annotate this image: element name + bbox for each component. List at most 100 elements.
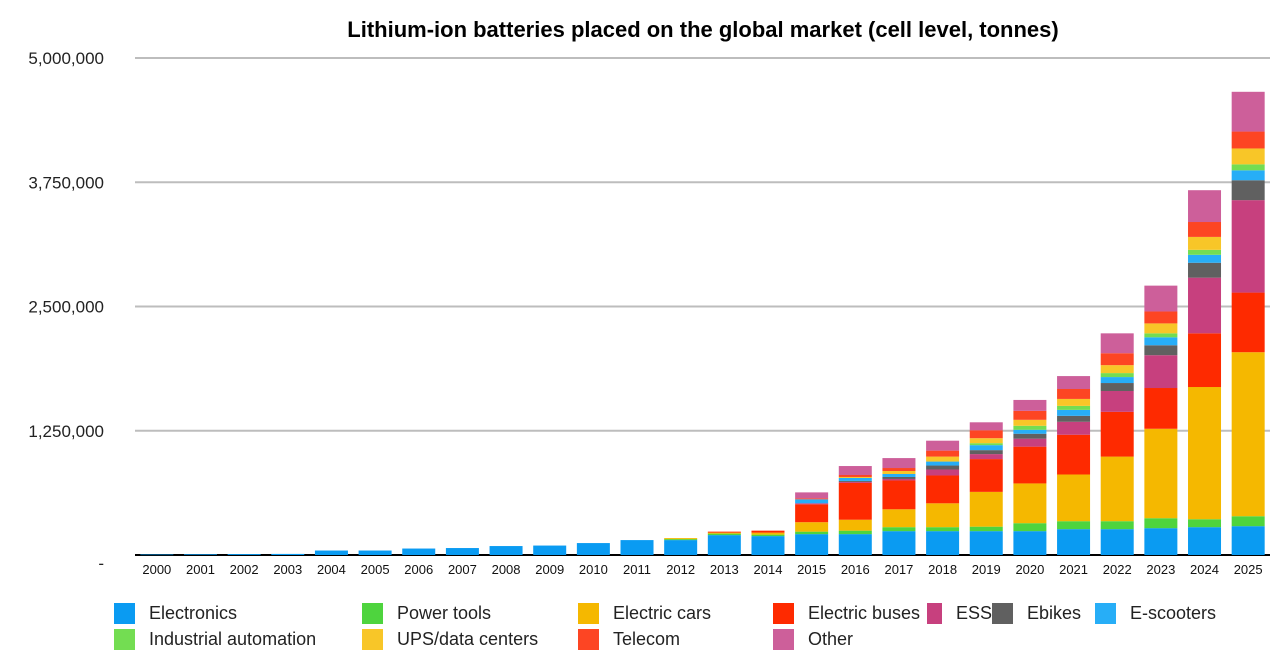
bar-segment bbox=[576, 543, 610, 555]
legend: Electronics Power tools Electric cars Elect… bbox=[114, 600, 1274, 652]
bar-segment bbox=[1188, 190, 1222, 223]
legend-label: Ebikes bbox=[1027, 602, 1082, 623]
legend-swatch bbox=[927, 602, 942, 624]
bar-segment bbox=[751, 534, 785, 537]
bar-segment bbox=[838, 534, 872, 555]
bar-segment bbox=[1057, 415, 1091, 422]
y-axis-ticks: - 1,250,000 2,500,000 3,750,000 5,000,000 bbox=[28, 49, 104, 573]
bar-segment bbox=[838, 474, 872, 477]
legend-label: ESS bbox=[955, 602, 992, 623]
bar-segment bbox=[271, 553, 305, 555]
bar-segment bbox=[707, 532, 741, 534]
bar-segment bbox=[140, 554, 174, 556]
legend-item: Telecom bbox=[578, 628, 773, 650]
bar-segment bbox=[882, 527, 916, 532]
bar-segment bbox=[1231, 164, 1265, 171]
bar-segment bbox=[1144, 388, 1178, 429]
bar-segment bbox=[1144, 311, 1178, 324]
bar-segment bbox=[1144, 528, 1178, 555]
x-tick-label: 2014 bbox=[754, 562, 783, 577]
bar-segment bbox=[795, 534, 829, 555]
bar-segment bbox=[882, 531, 916, 555]
legend-swatch bbox=[578, 602, 599, 624]
bar-segment bbox=[1188, 236, 1222, 250]
bar-segment bbox=[969, 438, 1003, 444]
bar-segment bbox=[882, 478, 916, 481]
bar-segment bbox=[1100, 365, 1134, 374]
y-tick-label: 1,250,000 bbox=[28, 422, 104, 441]
bar-segment bbox=[1231, 91, 1265, 132]
bar-segment bbox=[1188, 387, 1222, 520]
legend-item: Industrial automation bbox=[114, 628, 362, 650]
bar-segment bbox=[1231, 148, 1265, 165]
legend-swatch bbox=[362, 602, 383, 624]
bar-segment bbox=[838, 480, 872, 482]
bar-segment bbox=[1057, 376, 1091, 389]
bar-segment bbox=[795, 504, 829, 523]
bar-segment bbox=[1144, 323, 1178, 334]
bar-segment bbox=[1057, 389, 1091, 399]
legend-item: UPS/data centers bbox=[362, 628, 578, 650]
bar-segment bbox=[1188, 519, 1222, 528]
bar-segment bbox=[1100, 529, 1134, 555]
bar-segment bbox=[838, 476, 872, 478]
legend-swatch bbox=[362, 628, 383, 650]
bar-segment bbox=[926, 465, 960, 470]
bar-segment bbox=[1100, 353, 1134, 366]
bar-segment bbox=[882, 476, 916, 479]
x-tick-label: 2000 bbox=[142, 562, 171, 577]
legend-label: Industrial automation bbox=[149, 628, 317, 649]
bar-segment bbox=[1100, 390, 1134, 412]
legend-swatch bbox=[773, 602, 794, 624]
bar-segment bbox=[707, 533, 741, 536]
bar-segment bbox=[969, 526, 1003, 532]
x-tick-label: 2002 bbox=[230, 562, 259, 577]
legend-item: Power tools bbox=[362, 602, 578, 624]
legend-label: Electric buses bbox=[808, 602, 921, 623]
bar-segment bbox=[1188, 333, 1222, 388]
x-tick-label: 2012 bbox=[666, 562, 695, 577]
x-tick-label: 2025 bbox=[1234, 562, 1263, 577]
x-tick-label: 2024 bbox=[1190, 562, 1219, 577]
bar-segment bbox=[1100, 373, 1134, 378]
bar-segment bbox=[707, 531, 741, 533]
bar-segment bbox=[1231, 170, 1265, 181]
bar-segment bbox=[1144, 518, 1178, 529]
bar-segment bbox=[402, 548, 436, 555]
bar-segment bbox=[1013, 429, 1047, 434]
legend-swatch bbox=[114, 602, 135, 624]
x-tick-label: 2015 bbox=[797, 562, 826, 577]
gridlines bbox=[135, 57, 1270, 556]
legend-label: Electronics bbox=[149, 602, 238, 623]
bar-segment bbox=[1013, 419, 1047, 426]
bar-segment bbox=[1188, 527, 1222, 555]
bar-segment bbox=[1231, 526, 1265, 555]
bar-segment bbox=[1144, 285, 1178, 312]
bar-segment bbox=[1100, 383, 1134, 391]
bar-segment bbox=[838, 466, 872, 475]
bar-segment bbox=[926, 450, 960, 457]
legend-row: Electronics Power tools Electric cars Elect… bbox=[114, 600, 1274, 626]
y-tick-label: 3,750,000 bbox=[28, 173, 104, 192]
bar-segment bbox=[1231, 200, 1265, 293]
x-tick-label: 2009 bbox=[535, 562, 564, 577]
legend-item: Electric cars bbox=[578, 602, 773, 624]
bar-segment bbox=[1231, 131, 1265, 149]
legend-swatch bbox=[114, 628, 135, 650]
x-tick-label: 2004 bbox=[317, 562, 346, 577]
bar-segment bbox=[795, 492, 829, 499]
bar-segment bbox=[969, 459, 1003, 492]
bar-segment bbox=[882, 468, 916, 471]
x-axis-ticks: 2000 2001 2002 2003 2004 2005 2006 2007 2008 2009… bbox=[142, 562, 1262, 577]
legend-item: Electric buses bbox=[773, 602, 927, 624]
bar-segment bbox=[795, 503, 829, 505]
bar-segment bbox=[795, 522, 829, 532]
bar-segment bbox=[1100, 411, 1134, 457]
bar-segment bbox=[1144, 333, 1178, 338]
x-tick-label: 2001 bbox=[186, 562, 215, 577]
x-tick-label: 2006 bbox=[404, 562, 433, 577]
legend-label: Telecom bbox=[613, 628, 681, 649]
bar-segment bbox=[882, 509, 916, 528]
bar-segment bbox=[1100, 456, 1134, 522]
